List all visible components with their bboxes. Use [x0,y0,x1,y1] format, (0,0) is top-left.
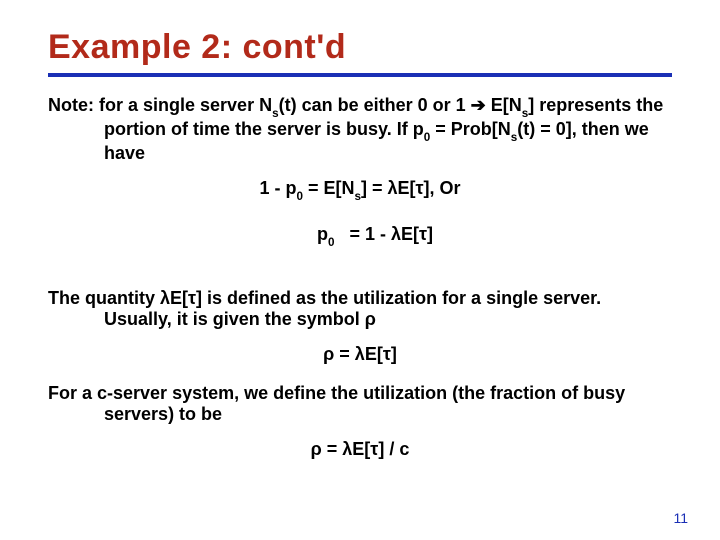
subscript-0: 0 [424,131,431,144]
equation-line: ρ = λE[τ] / c [48,439,672,461]
subscript-s: s [354,190,361,203]
note-paragraph: Note: for a single server Ns(t) can be e… [48,95,672,164]
text: = E[N [303,178,355,198]
text: = 1 - λE[τ] [334,224,433,244]
text: ] = λE[τ], Or [361,178,461,198]
equation-line: ρ = λE[τ] [48,344,672,366]
equation-block-2: ρ = λE[τ] [48,344,672,366]
text: Note: for a single server N [48,95,272,115]
subscript-s: s [511,131,518,144]
equation-line: p0 = 1 - λE[τ] [48,202,672,270]
text: 1 - p [259,178,296,198]
text: = Prob[N [430,119,511,139]
text: E[N [486,95,522,115]
slide-title: Example 2: cont'd [48,28,672,67]
slide-body: Note: for a single server Ns(t) can be e… [48,95,672,460]
subscript-s: s [522,107,529,120]
text: p [317,224,328,244]
subscript-s: s [272,107,279,120]
title-underline [48,73,672,77]
equation-block-3: ρ = λE[τ] / c [48,439,672,461]
subscript-0: 0 [328,236,335,249]
subscript-0: 0 [296,190,303,203]
equation-line: 1 - p0 = E[Ns] = λE[τ], Or [48,178,672,203]
paragraph-c-server: For a c-server system, we define the uti… [48,383,672,424]
paragraph-utilization: The quantity λE[τ] is defined as the uti… [48,288,672,329]
text: (t) can be either 0 or 1 [279,95,471,115]
arrow-icon: ➔ [471,95,486,115]
page-number: 11 [673,510,688,526]
equation-block-1: 1 - p0 = E[Ns] = λE[τ], Or p0 = 1 - λE[τ… [48,178,672,270]
